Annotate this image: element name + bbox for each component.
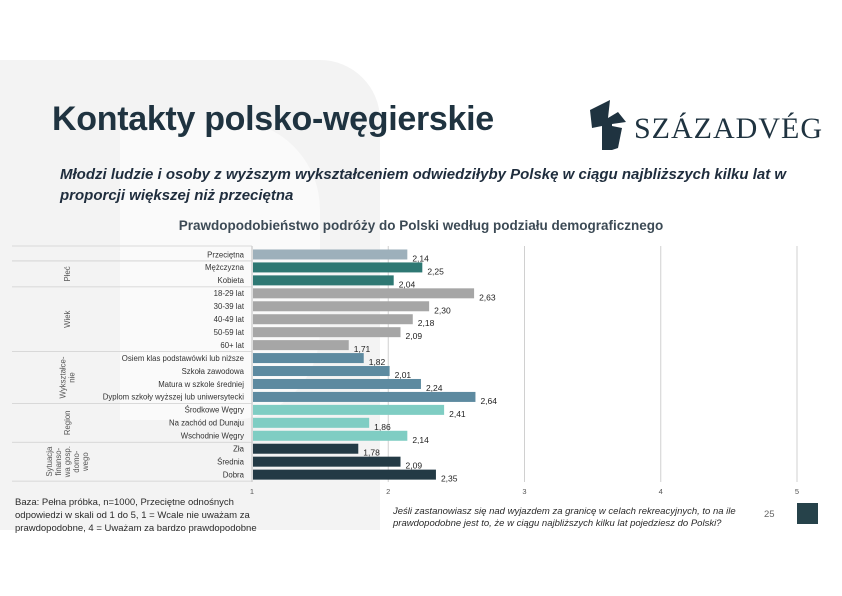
group-label: Wiek [63,310,72,327]
group-label: Sytuacjafinanso-wa gosp.domo-wego [45,446,90,478]
category-label: Mężczyzna [205,263,245,272]
category-label: Osiem klas podstawówki lub niższe [122,354,244,363]
survey-question: Jeśli zastanowiasz się nad wyjazdem za g… [393,506,736,529]
data-label: 1,86 [374,422,391,432]
bar [253,288,475,299]
company-logo: SZÁZADVÉG [588,98,828,154]
group-label-line: wego [81,452,90,472]
group-label-line: Wykształce- [59,356,68,398]
bar [253,430,408,441]
category-label: 60+ lat [220,341,244,350]
category-label: Kobieta [218,276,245,285]
bar [253,327,401,338]
group-label-line: nie [68,372,77,382]
data-label: 2,14 [412,253,429,263]
data-label: 2,09 [406,331,423,341]
bar [253,366,390,377]
x-tick-label: 5 [795,487,799,496]
category-label: 18-29 lat [214,289,245,298]
bar [253,404,445,415]
bar [253,275,394,286]
category-label: 50-59 lat [214,328,245,337]
data-label: 2,09 [406,461,423,471]
group-label-line: Region [63,410,72,435]
group-label: Region [63,410,72,435]
corner-decoration [797,503,818,524]
data-label: 1,78 [363,448,380,458]
bar [253,469,436,480]
category-label: Dobra [223,470,245,479]
category-label: Przeciętna [207,250,245,259]
category-label: Matura w szkole średniej [158,380,244,389]
data-label: 2,41 [449,409,466,419]
x-tick-label: 3 [522,487,526,496]
x-tick-label: 2 [386,487,390,496]
helmet-logo-icon [590,100,626,150]
group-label-line: wa gosp. [63,446,72,478]
data-label: 2,14 [412,435,429,445]
group-label-line: Wiek [63,310,72,327]
bar [253,378,421,389]
footnote: Baza: Pełna próbka, n=1000, Przeciętne o… [15,497,257,534]
category-label: 30-39 lat [214,302,245,311]
category-label: Wschodnie Węgry [181,432,244,441]
category-label: Na zachód od Dunaju [169,419,244,428]
bar [253,301,430,312]
bar [253,456,401,467]
bar [253,314,413,325]
bar [253,340,349,351]
bar [253,353,364,364]
chart-title: Prawdopodobieństwo podróży do Polski wed… [178,218,664,233]
page-number: 25 [764,509,775,520]
category-label: Dyplom szkoły wyższej lub uniwersytecki [103,393,245,402]
data-label: 1,82 [369,357,386,367]
category-label: Szkoła zawodowa [182,367,245,376]
category-label: Średnia [217,457,245,466]
category-label: 40-49 lat [214,315,245,324]
bar [253,391,476,402]
bar [253,249,408,260]
data-label: 2,01 [395,370,412,380]
group-label-line: finanso- [54,447,63,475]
group-label: Płeć [63,266,72,281]
data-label: 2,30 [434,305,451,315]
category-label: Środkowe Węgry [185,406,244,415]
page-subtitle: Młodzi ludzie i osoby z wyższym wykształ… [60,166,787,204]
category-label: Zła [233,445,244,454]
group-label-line: Sytuacja [45,446,54,477]
data-label: 1,71 [354,344,371,354]
x-tick-label: 4 [659,487,663,496]
bar [253,443,359,454]
page-title: Kontakty polsko-węgierskie [52,100,494,138]
group-label-line: domo- [72,450,81,473]
group-label-line: Płeć [63,266,72,281]
data-label: 2,64 [480,396,497,406]
data-label: 2,24 [426,383,443,393]
data-label: 2,04 [399,279,416,289]
group-label: Wykształce-nie [59,356,77,398]
logo-text: SZÁZADVÉG [634,112,823,145]
data-label: 2,25 [427,266,444,276]
bar [253,417,370,428]
data-label: 2,63 [479,292,496,302]
x-tick-label: 1 [250,487,254,496]
bar [253,262,423,273]
data-label: 2,35 [441,474,458,484]
data-label: 2,18 [418,318,435,328]
